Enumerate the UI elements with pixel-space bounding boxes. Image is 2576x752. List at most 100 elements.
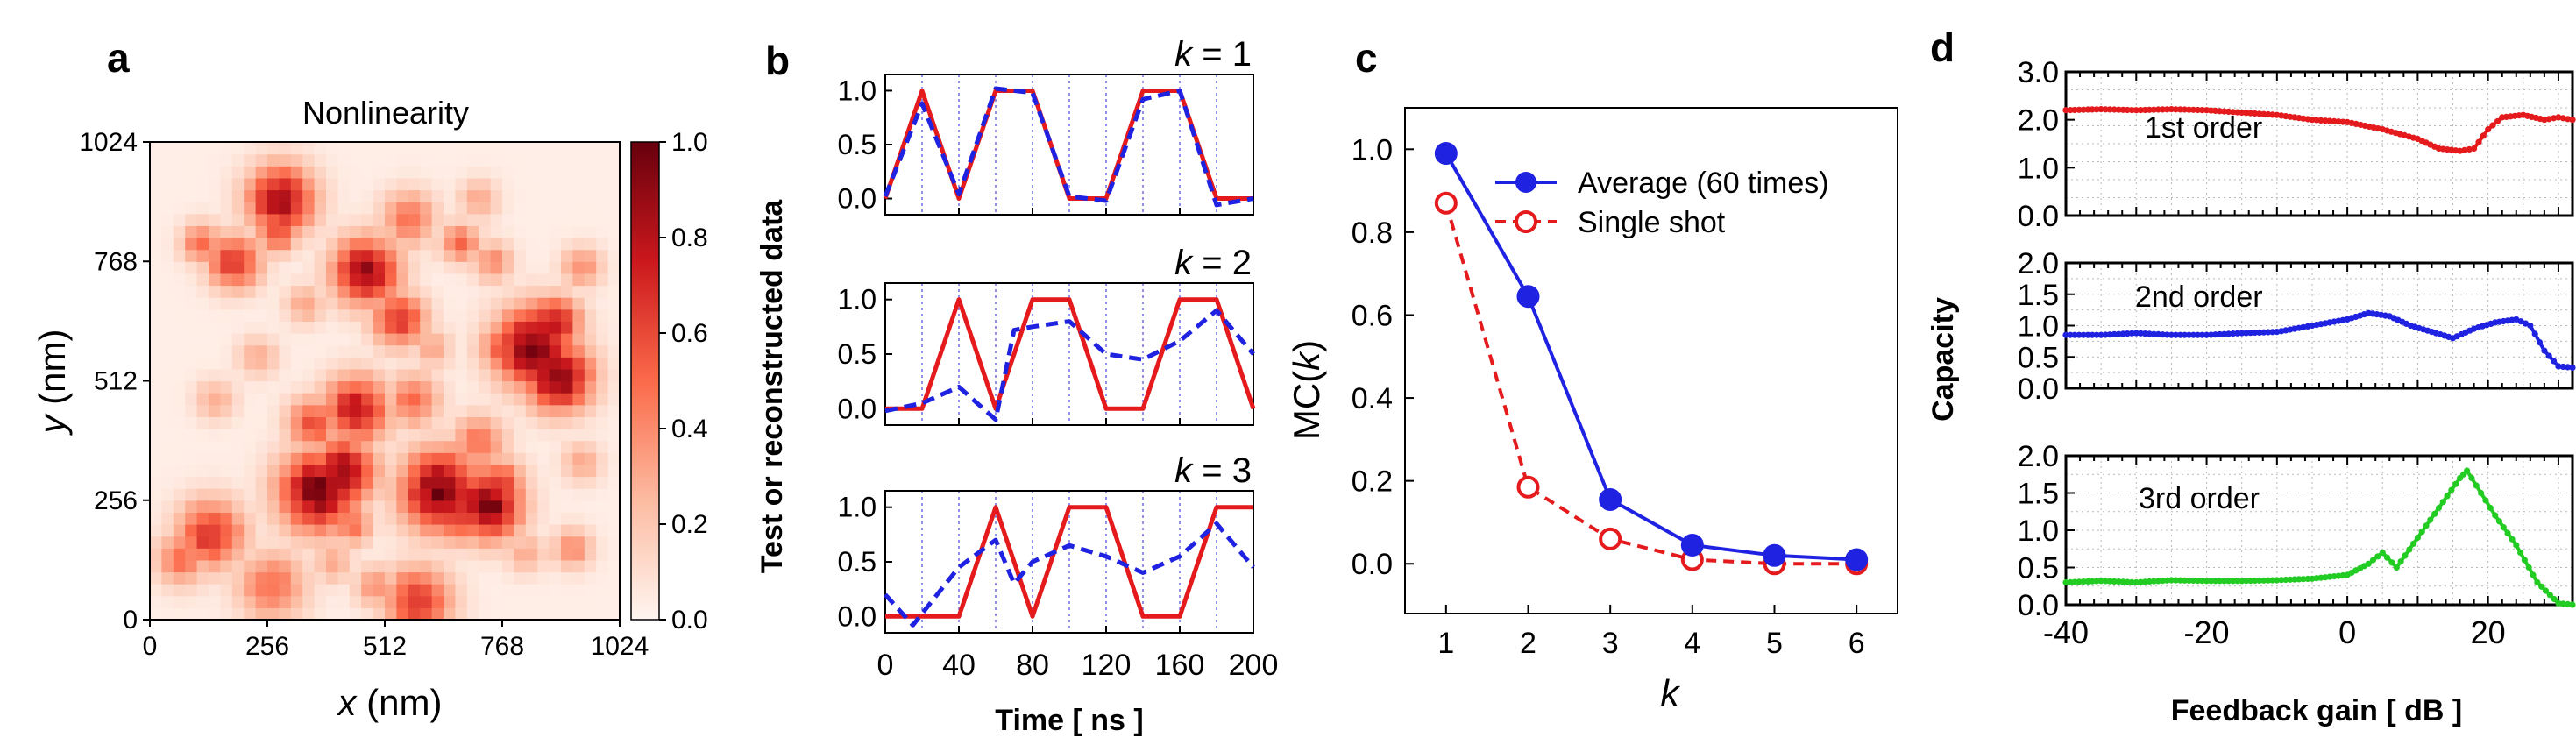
heatmap-cell <box>349 488 362 501</box>
heatmap-cell <box>572 142 585 155</box>
heatmap-cell <box>173 273 186 287</box>
heatmap-cell <box>490 452 503 465</box>
heatmap-cell <box>431 548 444 561</box>
heatmap-cell <box>326 357 338 370</box>
heatmap-cell <box>349 285 362 298</box>
mc-y-tick-label: 1.0 <box>1352 133 1393 167</box>
heatmap-cell <box>231 500 245 513</box>
heatmap-cell <box>549 261 562 274</box>
heatmap-cell <box>244 488 257 501</box>
heatmap-cell <box>220 321 233 334</box>
heatmap-cell <box>185 261 198 274</box>
heatmap-cell <box>514 285 527 298</box>
heatmap-cell <box>514 440 527 453</box>
heatmap-cell <box>267 500 280 513</box>
heatmap-cell <box>314 452 327 465</box>
heatmap-cell <box>444 166 456 179</box>
heatmap-cell <box>596 393 609 406</box>
k-value: = 2 <box>1192 244 1252 282</box>
heatmap-cell <box>490 321 503 334</box>
heatmap-cell <box>244 380 257 394</box>
heatmap-cell <box>466 249 479 262</box>
heatmap-cell <box>161 607 174 621</box>
panel-letter-d: d <box>1930 25 1955 70</box>
heatmap-cell <box>361 309 374 322</box>
heatmap-cell <box>290 512 303 525</box>
heatmap-cell <box>314 249 327 262</box>
capacity-point <box>2062 331 2069 338</box>
heatmap-cell <box>255 559 268 573</box>
heatmap-cell <box>161 429 174 442</box>
capacity-point <box>2198 331 2206 338</box>
heatmap-cell <box>173 559 186 573</box>
heatmap-cell <box>479 571 492 585</box>
heatmap-cell <box>607 393 621 406</box>
heatmap-cell <box>420 202 433 215</box>
heatmap-cell <box>220 309 233 322</box>
capacity-point <box>2124 330 2131 337</box>
heatmap-cell <box>525 238 538 251</box>
heatmap-cell <box>337 548 351 561</box>
heatmap-cell <box>279 142 292 155</box>
heatmap-cell <box>396 153 409 167</box>
heatmap-y-tick-label: 0 <box>123 606 138 635</box>
heatmap-cell <box>514 380 527 394</box>
heatmap-cell <box>514 404 527 417</box>
heatmap-cell <box>444 344 456 358</box>
heatmap-cell <box>209 344 221 358</box>
heatmap-cell <box>455 225 468 238</box>
capacity-point <box>2203 578 2211 585</box>
heatmap-cell <box>607 380 621 394</box>
heatmap-cell <box>209 452 221 465</box>
heatmap-cell <box>326 321 338 334</box>
heatmap-cell <box>302 607 316 621</box>
heatmap-cell <box>408 559 421 573</box>
heatmap-cell <box>420 357 433 370</box>
heatmap-cell <box>161 500 174 513</box>
heatmap-cell <box>479 309 492 322</box>
heatmap-cell <box>584 512 597 525</box>
heatmap-cell <box>302 285 316 298</box>
heatmap-cell <box>537 393 550 406</box>
heatmap-cell <box>267 607 280 621</box>
heatmap-cell <box>385 524 397 537</box>
heatmap-cell <box>479 225 492 238</box>
heatmap-cell <box>455 344 468 358</box>
heatmap-cell <box>385 584 397 597</box>
heatmap-cell <box>385 153 397 167</box>
heatmap-cell <box>607 368 621 382</box>
capacity-point <box>2168 331 2175 338</box>
heatmap-cell <box>514 238 527 251</box>
heatmap-cell <box>396 536 409 549</box>
heatmap-cell <box>408 357 421 370</box>
heatmap-cell <box>361 380 374 394</box>
heatmap-cell <box>561 440 573 453</box>
heatmap-cell <box>466 333 479 346</box>
capacity-point <box>2531 330 2538 337</box>
heatmap-cell <box>514 416 527 429</box>
heatmap-cell <box>572 225 585 238</box>
heatmap-cell <box>349 404 362 417</box>
heatmap-cell <box>584 238 597 251</box>
heatmap-cell <box>290 584 303 597</box>
heatmap-cell <box>314 464 327 478</box>
capacity-point <box>2300 576 2307 583</box>
heatmap-cell <box>490 416 503 429</box>
heatmap-cell <box>385 380 397 394</box>
heatmap-cell <box>479 333 492 346</box>
heatmap-cell <box>396 488 409 501</box>
heatmap-cell <box>444 559 456 573</box>
heatmap-cell <box>220 452 233 465</box>
heatmap-cell <box>561 548 573 561</box>
heatmap-cell <box>444 464 456 478</box>
heatmap-cell <box>514 344 527 358</box>
heatmap-cell <box>302 595 316 608</box>
heatmap-cell <box>385 333 397 346</box>
heatmap-cell <box>361 524 374 537</box>
heatmap-cell <box>326 464 338 478</box>
heatmap-cell <box>584 189 597 202</box>
heatmap-cells <box>150 142 621 621</box>
heatmap-cell <box>267 238 280 251</box>
k-value: = 3 <box>1192 451 1252 490</box>
